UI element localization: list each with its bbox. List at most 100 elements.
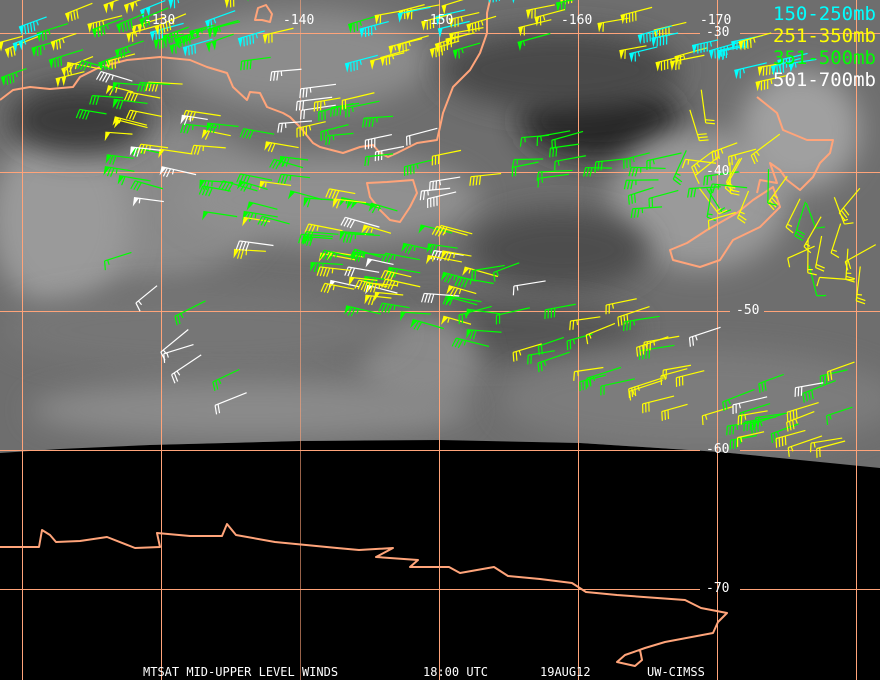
wind-barb xyxy=(429,40,460,59)
barb-pennant xyxy=(174,37,180,48)
barb-half-tick xyxy=(652,159,655,165)
barb-tick xyxy=(354,279,360,289)
wind-barb xyxy=(168,0,180,10)
wind-barb xyxy=(619,45,647,60)
barb-shaft xyxy=(808,265,818,296)
wind-barb xyxy=(182,38,213,57)
barb-shaft xyxy=(555,0,576,4)
wind-barb xyxy=(569,316,601,331)
barb-tick xyxy=(140,144,145,154)
barb-shaft xyxy=(140,81,171,86)
barb-tick xyxy=(143,144,148,154)
barb-shaft xyxy=(722,388,755,403)
wind-barb xyxy=(512,0,515,4)
barb-pennant xyxy=(145,6,151,17)
barb-half-tick xyxy=(393,45,397,51)
barb-tick xyxy=(333,106,336,117)
barb-tick xyxy=(471,270,473,280)
barb-tick xyxy=(597,161,600,171)
barb-tick xyxy=(365,117,368,128)
barb-pennant xyxy=(445,296,453,306)
barb-shaft xyxy=(689,326,721,339)
barb-tick xyxy=(243,183,249,192)
barb-shaft xyxy=(456,337,490,348)
barb-half-tick xyxy=(728,399,731,405)
barb-shaft xyxy=(725,158,741,183)
barb-half-tick xyxy=(843,218,849,222)
barb-half-tick xyxy=(464,313,468,319)
barb-tick xyxy=(322,250,328,260)
barb-tick xyxy=(137,82,141,92)
wind-barb xyxy=(397,6,431,23)
wind-barb xyxy=(750,133,781,165)
wind-barb xyxy=(622,315,660,332)
new-zealand-south-island-coastline xyxy=(669,186,781,268)
barb-tick xyxy=(75,109,81,119)
barb-pennant xyxy=(440,316,449,325)
barb-pennant xyxy=(169,44,175,55)
barb-shaft xyxy=(786,402,819,413)
barb-tick xyxy=(328,135,331,145)
barb-half-tick xyxy=(739,211,745,215)
barb-half-tick xyxy=(463,340,467,346)
barb-tick xyxy=(730,192,740,196)
barb-tick xyxy=(427,293,432,303)
barb-half-tick xyxy=(447,317,450,323)
barb-pennant xyxy=(466,329,472,339)
barb-shaft xyxy=(538,169,573,173)
wind-barb xyxy=(807,238,817,276)
wind-barb xyxy=(158,148,193,159)
barb-tick xyxy=(245,241,250,252)
wind-barb xyxy=(674,47,708,66)
barb-half-tick xyxy=(377,205,381,211)
barb-shaft xyxy=(628,378,661,390)
barb-tick xyxy=(815,226,825,229)
barb-shaft xyxy=(815,235,823,268)
barb-tick xyxy=(78,109,84,119)
barb-tick xyxy=(213,27,215,37)
barb-tick xyxy=(191,111,196,121)
barb-shaft xyxy=(436,225,468,236)
wind-barb xyxy=(655,55,683,72)
barb-tick xyxy=(119,100,124,110)
barb-shaft xyxy=(845,248,849,280)
barb-tick xyxy=(95,95,100,106)
barb-half-tick xyxy=(249,184,252,190)
barb-shaft xyxy=(148,81,183,85)
barb-tick xyxy=(767,202,777,206)
barb-tick xyxy=(283,174,289,184)
barb-half-tick xyxy=(345,198,348,204)
wind-barb xyxy=(401,242,431,254)
barb-tick xyxy=(165,168,172,178)
barb-tick xyxy=(437,227,444,237)
barb-tick xyxy=(753,423,756,433)
barb-tick xyxy=(354,252,359,262)
barb-half-tick xyxy=(694,335,698,341)
barb-tick xyxy=(300,110,302,120)
barb-tick xyxy=(537,178,540,188)
barb-tick xyxy=(472,330,477,340)
barb-tick xyxy=(739,413,742,423)
barb-tick xyxy=(634,386,637,397)
barb-tick xyxy=(795,232,805,238)
wind-barb xyxy=(512,343,542,362)
barb-pennant xyxy=(629,52,635,63)
barb-tick xyxy=(309,236,314,247)
barb-tick xyxy=(121,176,126,186)
barb-shaft xyxy=(585,322,616,336)
barb-tick xyxy=(109,155,114,165)
barb-shaft xyxy=(0,68,27,79)
wind-barb xyxy=(428,176,461,192)
barb-tick xyxy=(82,110,87,120)
barb-tick xyxy=(316,262,321,273)
barb-tick xyxy=(302,88,305,98)
barb-half-tick xyxy=(168,37,171,43)
barb-shaft xyxy=(694,155,720,176)
barb-tick xyxy=(196,145,201,155)
barb-tick xyxy=(133,147,138,157)
barb-half-tick xyxy=(177,0,180,4)
barb-shaft xyxy=(207,19,239,30)
barb-half-tick xyxy=(42,44,46,51)
barb-pennant xyxy=(105,154,112,164)
wind-barb xyxy=(300,104,336,120)
